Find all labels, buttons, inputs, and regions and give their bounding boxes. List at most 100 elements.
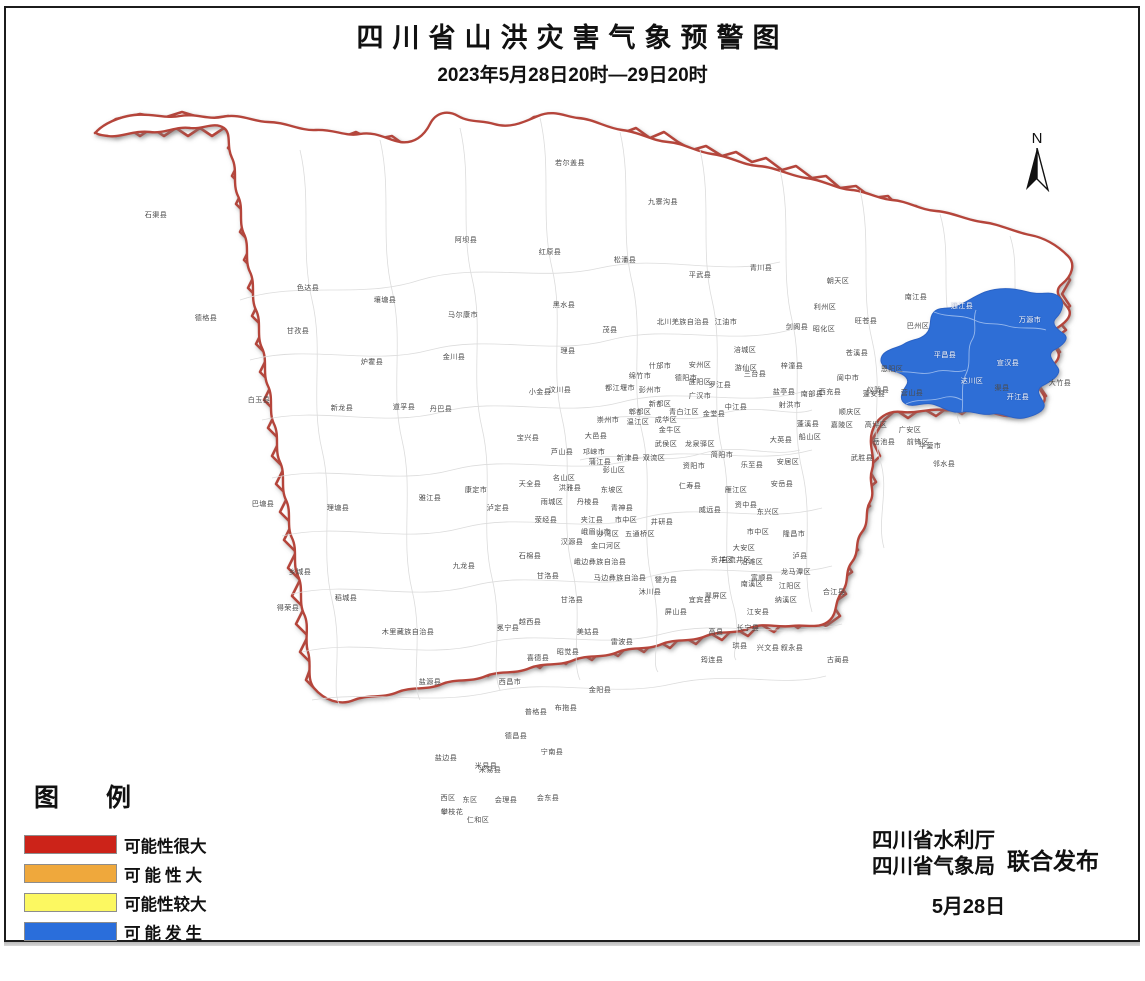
map-label: 合江县 xyxy=(822,587,846,596)
map-label: 市中区 xyxy=(614,515,638,524)
map-label: 盐亭县 xyxy=(772,387,796,396)
map-label: 青白江区 xyxy=(669,407,699,416)
map-label: 茂县 xyxy=(602,325,618,334)
map-label: 甘孜县 xyxy=(286,326,310,335)
map-label: 崇州市 xyxy=(596,415,620,424)
map-label: 郫都区 xyxy=(628,407,652,416)
map-label: 乡城县 xyxy=(288,567,312,576)
legend-item: 可能性大 xyxy=(24,861,207,886)
map-label: 甘洛县 xyxy=(560,595,584,604)
map-label: 会理县 xyxy=(494,795,518,804)
map-label: 夹江县 xyxy=(580,515,604,524)
map-label: 色达县 xyxy=(296,283,320,292)
map-label: 岳池县 xyxy=(872,437,896,446)
map-label: 兴文县 xyxy=(756,643,780,652)
map-label: 马边彝族自治县 xyxy=(593,573,647,582)
map-label: 新津县 xyxy=(616,453,640,462)
map-label: 井研县 xyxy=(650,517,674,526)
map-label: 资中县 xyxy=(734,500,758,509)
map-label: 九寨沟县 xyxy=(648,197,678,206)
map-label: 南溪区 xyxy=(740,579,764,588)
map-label: 仁和区 xyxy=(466,815,490,824)
legend: 图 例 可能性很大 可能性大 可能性较大 可能发生 xyxy=(24,778,207,948)
publisher-org-line2: 四川省气象局 xyxy=(872,855,995,879)
map-label: 黑水县 xyxy=(552,300,576,309)
map-label: 石棉县 xyxy=(518,551,542,560)
legend-label: 可能发生 xyxy=(124,924,206,943)
map-label: 达川区 xyxy=(960,376,984,385)
map-label: 昭觉县 xyxy=(556,647,580,656)
map-label: 南部县 xyxy=(800,389,824,398)
map-label: 温江区 xyxy=(626,417,650,426)
map-label: 德昌县 xyxy=(504,731,528,740)
map-label: 纳溪区 xyxy=(774,595,798,604)
map-label: 汉源县 xyxy=(560,537,584,546)
map-label: 喜德县 xyxy=(526,653,550,662)
map-label: 汶川县 xyxy=(548,385,572,394)
map-label: 什邡市 xyxy=(648,361,672,370)
legend-item: 可能性较大 xyxy=(24,890,207,915)
map-label: 蓬安县 xyxy=(862,389,886,398)
map-label: 成华区 xyxy=(654,415,678,424)
map-label: 白玉县 xyxy=(247,395,271,404)
map-label: 渠县 xyxy=(994,383,1010,392)
map-label: 雨城区 xyxy=(540,497,564,506)
map-label: 安居区 xyxy=(776,457,800,466)
map-label: 旌阳区 xyxy=(688,377,712,386)
map-label: 龙泉驿区 xyxy=(685,439,715,448)
map-label: 龙马潭区 xyxy=(781,567,811,576)
map-label: 邛崃市 xyxy=(582,447,606,456)
map-label: 理塘县 xyxy=(326,503,350,512)
map-label: 巴州区 xyxy=(906,321,930,330)
map-label: 西区 xyxy=(440,793,456,802)
map-label: 大竹县 xyxy=(1048,378,1072,387)
map-label: 布拖县 xyxy=(554,703,578,712)
page-subtitle: 2023年5月28日20时—29日20时 xyxy=(437,65,708,86)
map-label: 游仙区 xyxy=(734,363,758,372)
map-label: 高坪区 xyxy=(864,420,888,429)
map-label: 蓬溪县 xyxy=(796,419,820,428)
map-label: 翠屏区 xyxy=(704,591,728,600)
map-label: 冕宁县 xyxy=(496,623,520,632)
north-arrow-icon xyxy=(1026,148,1050,192)
map-label: 富顺县 xyxy=(750,573,774,582)
map-label: 普格县 xyxy=(524,707,548,716)
map-label: 罗江县 xyxy=(708,380,732,389)
map-label: 东坡区 xyxy=(600,485,624,494)
map-label: 江油市 xyxy=(714,317,738,326)
map-label: 米易县 xyxy=(474,761,498,770)
map-label: 会东县 xyxy=(536,793,560,802)
map-label: 剑阁县 xyxy=(785,322,809,331)
map-label: 若尔盖县 xyxy=(555,158,585,167)
map-label: 长宁县 xyxy=(736,623,760,632)
map-label: 市中区 xyxy=(746,527,770,536)
map-label: 彭州市 xyxy=(638,385,662,394)
legend-label: 可能性较大 xyxy=(124,895,207,914)
north-arrow: N xyxy=(1012,130,1062,192)
map-label: 西昌市 xyxy=(498,677,522,686)
publisher-joint-label: 联合发布 xyxy=(1007,848,1099,875)
map-label: 德格县 xyxy=(194,313,218,322)
map-label: 芦山县 xyxy=(550,447,574,456)
map-label: 蒲江县 xyxy=(588,457,612,466)
map-label: 屏山县 xyxy=(664,607,688,616)
map-label: 利州区 xyxy=(813,302,837,311)
map-label: 东兴区 xyxy=(756,507,780,516)
map-label: 红原县 xyxy=(538,247,562,256)
legend-swatch xyxy=(24,835,117,854)
map-label: 开江县 xyxy=(1006,392,1030,401)
map-label: 德阳市 xyxy=(674,373,698,382)
map-label: 泸定县 xyxy=(486,503,510,512)
map-label: 天全县 xyxy=(518,479,542,488)
map-label: 万源市 xyxy=(1018,315,1042,324)
map-label: 大邑县 xyxy=(584,431,608,440)
publisher-orgs: 四川省水利厅 四川省气象局 xyxy=(872,828,995,880)
publisher-org-line1: 四川省水利厅 xyxy=(872,829,995,852)
map-label: 广汉市 xyxy=(688,391,712,400)
publisher-date: 5月28日 xyxy=(931,896,1006,919)
map-label: 炉霍县 xyxy=(360,357,384,366)
map-label: 新龙县 xyxy=(330,403,354,412)
map-label: 平昌县 xyxy=(933,350,957,359)
map-label: 乐至县 xyxy=(740,460,764,469)
